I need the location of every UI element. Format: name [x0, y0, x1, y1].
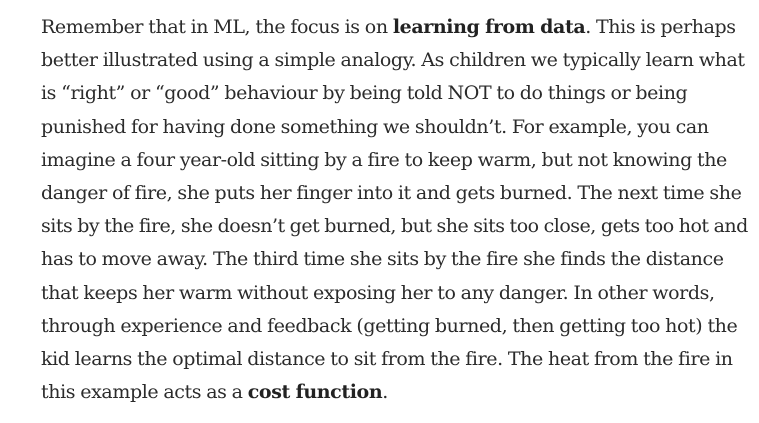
- paragraph-line: that keeps her warm without exposing her…: [41, 281, 715, 304]
- paragraph-line: better illustrated using a simple analog…: [41, 49, 745, 72]
- paragraph-line: kid learns the optimal distance to sit f…: [41, 348, 733, 371]
- paragraph-line: imagine a four year-old sitting by a fir…: [41, 148, 727, 171]
- paragraph-line: Remember that in ML, the focus is on lea…: [41, 16, 736, 38]
- emphasis-learning-from-data: learning from data: [392, 16, 586, 38]
- paragraph-line: is “right” or “good” behaviour by being …: [41, 82, 688, 105]
- paragraph-line: this example acts as a cost function.: [41, 381, 388, 404]
- paragraph-line: danger of fire, she puts her finger into…: [41, 182, 742, 205]
- emphasis-cost-function: cost function: [247, 381, 383, 404]
- paragraph-line: through experience and feedback (getting…: [41, 314, 738, 337]
- paragraph-line: punished for having done something we sh…: [41, 115, 709, 138]
- article-paragraph: Remember that in ML, the focus is on lea…: [41, 11, 748, 409]
- paragraph-line: has to move away. The third time she sit…: [41, 248, 724, 271]
- paragraph-line: sits by the fire, she doesn’t get burned…: [41, 215, 748, 238]
